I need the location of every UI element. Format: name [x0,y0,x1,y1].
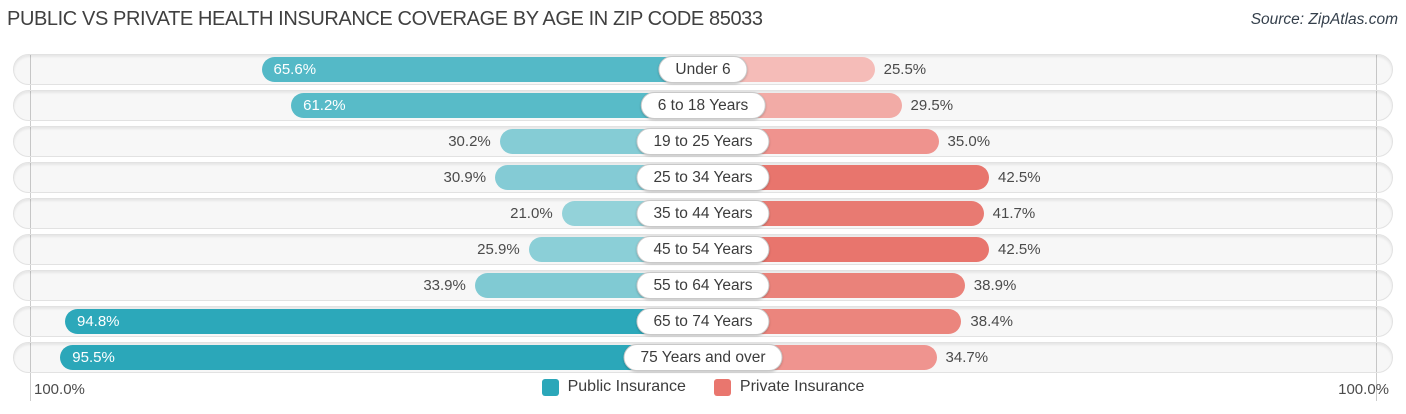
age-category-label: 35 to 44 Years [636,200,770,227]
public-value-label: 21.0% [510,205,553,222]
left-axis-max-label: 100.0% [34,381,85,398]
chart-row-track: 33.9% 38.9% 55 to 64 Years [13,270,1393,301]
legend-item-public: Public Insurance [541,378,686,396]
legend-label-public: Public Insurance [567,378,686,395]
private-value-label: 41.7% [992,205,1036,222]
chart-row-track: 30.2% 35.0% 19 to 25 Years [13,126,1393,157]
chart-row-track: 30.9% 42.5% 25 to 34 Years [13,162,1393,193]
public-insurance-bar [60,345,703,370]
public-insurance-bar [261,57,703,82]
chart-rows: 65.6% 25.5% Under 6 61.2% 29.5% 6 to 18 … [13,54,1393,378]
private-value-label: 38.9% [973,277,1017,294]
age-category-label: 45 to 54 Years [636,236,770,263]
age-category-label: 55 to 64 Years [636,272,770,299]
private-insurance-swatch [713,378,731,396]
page-title: PUBLIC VS PRIVATE HEALTH INSURANCE COVER… [7,8,763,30]
right-100pct-gridline [1376,54,1377,401]
chart-row-track: 94.8% 38.4% 65 to 74 Years [13,306,1393,337]
age-category-label: 75 Years and over [623,344,783,371]
private-value-label: 34.7% [945,349,989,366]
public-value-label: 94.8% [76,313,120,330]
public-value-label: 61.2% [303,97,346,114]
chart-row-track: 25.9% 42.5% 45 to 54 Years [13,234,1393,265]
public-insurance-bar [65,309,703,334]
chart-row-track: 95.5% 34.7% 75 Years and over [13,342,1393,373]
chart-row-track: 21.0% 41.7% 35 to 44 Years [13,198,1393,229]
age-category-label: 65 to 74 Years [636,308,770,335]
public-value-label: 25.9% [477,241,520,258]
public-value-label: 33.9% [423,277,466,294]
public-value-label: 30.2% [448,133,491,150]
public-value-label: 30.9% [443,169,487,186]
legend-label-private: Private Insurance [739,378,865,395]
chart-row-track: 61.2% 29.5% 6 to 18 Years [13,90,1393,121]
age-category-label: 25 to 34 Years [636,164,770,191]
public-value-label: 65.6% [273,61,317,78]
chart-legend: Public Insurance Private Insurance [0,378,1406,396]
private-value-label: 42.5% [998,241,1041,258]
source-attribution: Source: ZipAtlas.com [1250,11,1398,28]
age-category-label: 19 to 25 Years [636,128,770,155]
private-value-label: 42.5% [998,169,1041,186]
public-insurance-bar [291,93,703,118]
age-category-label: Under 6 [658,56,748,83]
age-category-label: 6 to 18 Years [640,92,766,119]
right-axis-max-label: 100.0% [1338,381,1389,398]
private-value-label: 35.0% [947,133,991,150]
private-value-label: 29.5% [910,97,954,114]
private-value-label: 25.5% [883,61,927,78]
public-value-label: 95.5% [72,349,115,366]
public-insurance-swatch [541,378,559,396]
private-value-label: 38.4% [970,313,1013,330]
legend-item-private: Private Insurance [713,378,865,396]
left-100pct-gridline [30,54,31,401]
chart-row-track: 65.6% 25.5% Under 6 [13,54,1393,85]
